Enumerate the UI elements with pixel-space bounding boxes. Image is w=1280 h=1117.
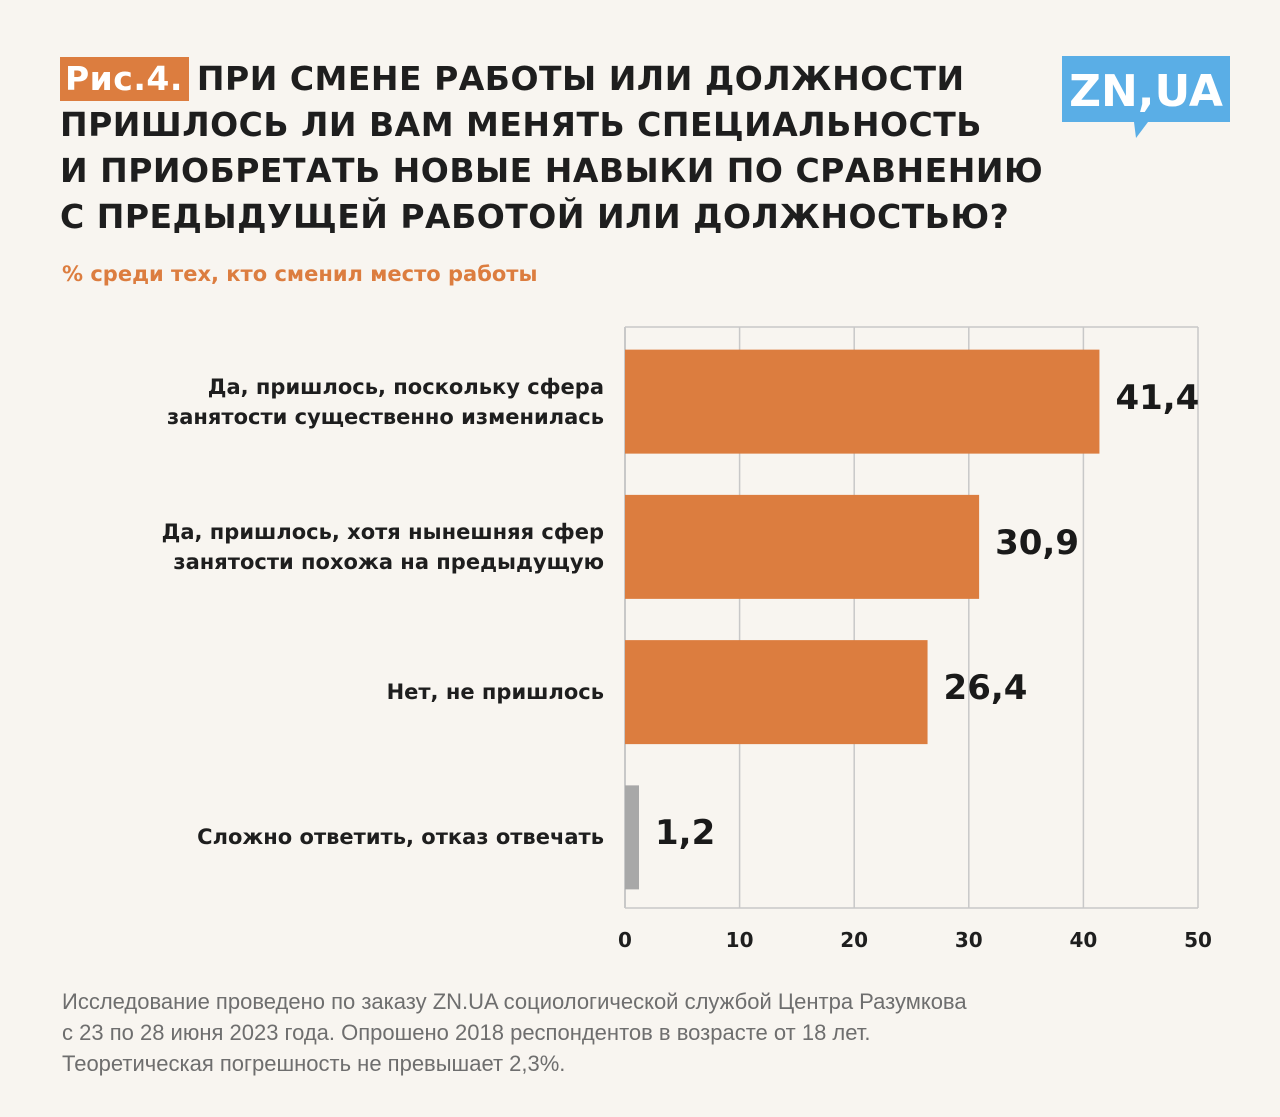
logo-speech-bubble <box>1062 56 1230 138</box>
category-label-2-line-1: Да, пришлось, хотя нынешняя сфер <box>161 519 604 544</box>
x-tick-label-10: 10 <box>725 928 754 952</box>
title-line-3: И ПРИОБРЕТАТЬ НОВЫЕ НАВЫКИ ПО СРАВНЕНИЮ <box>60 151 1044 190</box>
x-tick-label-30: 30 <box>954 928 983 952</box>
category-label-4: Сложно ответить, отказ отвечать <box>84 822 604 852</box>
x-tick-label-20: 20 <box>840 928 869 952</box>
zn-ua-logo: ZN,UA <box>1062 56 1230 138</box>
category-label-1-line-1: Да, пришлось, поскольку сфера <box>207 374 604 399</box>
bar-4 <box>625 785 639 890</box>
x-tick-label-40: 40 <box>1069 928 1098 952</box>
title-line-4: С ПРЕДЫДУЩЕЙ РАБОТОЙ ИЛИ ДОЛЖНОСТЬЮ? <box>60 197 1010 236</box>
x-tick-label-50: 50 <box>1184 928 1212 952</box>
chart-subtitle: % среди тех, кто сменил место работы <box>62 262 538 286</box>
footnote: Исследование проведено по заказу ZN.UA с… <box>62 986 1182 1079</box>
footnote-line-2: с 23 по 28 июня 2023 года. Опрошено 2018… <box>62 1020 871 1045</box>
title-line-2: ПРИШЛОСЬ ЛИ ВАМ МЕНЯТЬ СПЕЦИАЛЬНОСТЬ <box>60 105 982 144</box>
chart-title: Рис.4. ПРИ СМЕНЕ РАБОТЫ ИЛИ ДОЛЖНОСТИ ПРИ… <box>60 56 1070 240</box>
category-label-3: Нет, не пришлось <box>84 677 604 707</box>
bar-2 <box>625 494 980 599</box>
title-line-1: ПРИ СМЕНЕ РАБОТЫ ИЛИ ДОЛЖНОСТИ <box>196 59 965 98</box>
value-label-1: 41,4 <box>1115 377 1200 418</box>
value-label-3: 26,4 <box>943 668 1028 709</box>
category-label-1-line-2: занятости существенно изменилась <box>167 404 604 429</box>
category-label-4-line-1: Сложно ответить, отказ отвечать <box>197 825 604 850</box>
logo-text: ZN,UA <box>1069 66 1223 117</box>
category-label-2-line-2: занятости похожа на предыдущую <box>173 549 604 574</box>
bar-1 <box>625 349 1100 454</box>
footnote-line-3: Теоретическая погрешность не превышает 2… <box>62 1051 566 1076</box>
figure-number-badge: Рис.4. <box>60 57 189 101</box>
category-label-1: Да, пришлось, поскольку сфера занятости с… <box>84 372 604 432</box>
x-tick-label-0: 0 <box>618 928 632 952</box>
category-label-3-line-1: Нет, не пришлось <box>386 680 604 705</box>
value-label-4: 1,2 <box>655 813 716 854</box>
category-label-2: Да, пришлось, хотя нынешняя сфер занятост… <box>84 517 604 577</box>
value-label-2: 30,9 <box>995 522 1079 563</box>
bar-3 <box>625 640 928 745</box>
footnote-line-1: Исследование проведено по заказу ZN.UA с… <box>62 989 967 1014</box>
